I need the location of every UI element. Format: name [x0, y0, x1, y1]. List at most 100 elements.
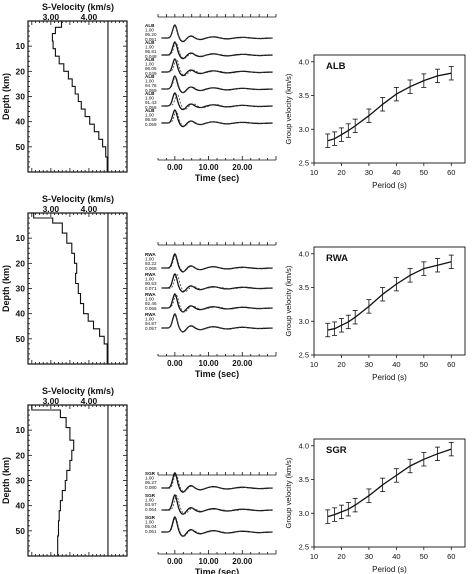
trace-label: 1.00: [145, 45, 154, 50]
x-tick-label: 10.00: [199, 163, 220, 172]
observed-trace: [161, 23, 273, 43]
velocity-profile-line: [33, 213, 108, 364]
trace-label: RWA: [145, 252, 156, 257]
error-bar: [380, 97, 386, 112]
observed-trace: [161, 292, 273, 313]
x-tick-label: 10: [310, 552, 318, 561]
y-tick-label: 3.5: [299, 283, 309, 292]
trace-label: 95.59: [145, 117, 157, 122]
trace-label: RWA: [145, 292, 156, 297]
x-tick-label: 50: [420, 168, 428, 177]
y-tick-label: 20: [16, 258, 26, 268]
profile-title: S-Velocity (km/s): [42, 386, 114, 396]
x-tick-label: 30: [365, 360, 373, 369]
y-tick-label: 30: [16, 476, 26, 486]
x-tick-label: 20.00: [232, 359, 253, 368]
synthetic-trace: [161, 25, 273, 42]
y-axis-label: Depth (km): [1, 265, 11, 312]
error-bar: [380, 477, 386, 493]
error-bar: [338, 127, 344, 142]
velocity-profile-panel: S-Velocity (km/s)3.00 4.00 10 20 30 40 50 Depth…: [1, 386, 128, 557]
error-bar: [393, 276, 399, 292]
trace-label: 90.53: [145, 281, 157, 286]
x-tick-label: 40: [392, 168, 400, 177]
trace-label: 95.20: [145, 32, 157, 37]
x-tick-label: 4.00: [81, 12, 98, 22]
y-axis-label: Group velocity (km/s): [284, 457, 293, 528]
x-axis-label: Time (sec): [195, 173, 239, 183]
error-bar: [332, 321, 338, 336]
error-bar: [366, 108, 372, 123]
x-axis-label: Period (s): [372, 373, 407, 382]
trace-label: 0.059: [145, 122, 157, 127]
trace-label: 0.048: [145, 54, 157, 59]
trace-label: 96.05: [145, 66, 157, 71]
x-tick-label: 60: [447, 360, 455, 369]
x-axis-label: Period (s): [372, 565, 407, 574]
x-tick-label: 20: [337, 552, 345, 561]
y-tick-label: 50: [16, 526, 26, 536]
y-tick-label: 3.5: [299, 91, 309, 100]
error-bar: [435, 258, 441, 273]
synthetic-trace: [161, 110, 273, 127]
synthetic-trace: [161, 58, 273, 77]
trace-label: 1.00: [145, 62, 154, 67]
trace-label: ALB: [145, 74, 155, 79]
profile-title: S-Velocity (km/s): [42, 2, 114, 12]
y-tick-label: 3.0: [299, 317, 309, 326]
y-tick-label: 20: [16, 66, 26, 76]
error-bar: [393, 468, 399, 483]
dispersion-frame: [313, 54, 466, 164]
error-bar: [345, 123, 351, 138]
error-bar: [345, 314, 351, 330]
trace-label: 0.058: [145, 105, 157, 110]
error-bar: [366, 488, 372, 503]
velocity-profile-panel: S-Velocity (km/s)3.00 4.00 10 20 30 40 50 Depth…: [1, 194, 128, 365]
synthetic-trace: [161, 76, 273, 94]
trace-label: SGR: [145, 471, 156, 476]
waveform-panel: ALB1.0095.200.051ALB1.0095.810.048ALB1.0…: [145, 14, 277, 183]
waveform-panel: RWA1.0093.220.068RWA1.0090.530.071RWA1.0…: [145, 242, 277, 379]
y-tick-label: 40: [16, 309, 26, 319]
x-tick-label: 3.00: [43, 12, 60, 22]
observed-trace: [161, 91, 273, 111]
x-axis-label: Time (sec): [195, 369, 239, 379]
x-tick-label: 30: [365, 168, 373, 177]
error-bar: [338, 504, 344, 520]
y-axis-label: Group velocity (km/s): [284, 265, 293, 336]
error-bar: [380, 287, 386, 302]
error-bar: [352, 118, 358, 134]
x-tick-label: 3.00: [43, 204, 60, 214]
trace-label: 0.064: [145, 507, 157, 512]
y-tick-label: 50: [16, 334, 26, 344]
velocity-profile-line: [51, 21, 108, 172]
y-tick-label: 10: [16, 41, 26, 51]
error-bar: [421, 452, 427, 467]
error-bar: [332, 507, 338, 522]
y-tick-label: 3.0: [299, 125, 309, 134]
observed-trace: [161, 40, 273, 60]
error-bar: [435, 446, 441, 462]
y-axis-label: Depth (km): [1, 457, 11, 504]
synthetic-trace: [161, 274, 273, 293]
trace-label: 1.00: [145, 277, 154, 282]
station-label: RWA: [326, 253, 348, 264]
error-bar: [407, 79, 413, 94]
trace-label: 95.04: [145, 524, 157, 529]
error-bar: [325, 322, 331, 338]
velocity-profile-line: [31, 405, 75, 556]
y-tick-label: 40: [16, 501, 26, 511]
x-tick-label: 20.00: [232, 557, 253, 566]
observed-trace: [161, 312, 273, 333]
y-tick-label: 40: [16, 117, 26, 127]
error-bar: [345, 502, 351, 517]
trace-label: ALB: [145, 57, 155, 62]
trace-label: 94.87: [145, 321, 157, 326]
synthetic-trace: [161, 516, 273, 537]
trace-label: 1.00: [145, 257, 154, 262]
x-tick-label: 0.00: [167, 359, 183, 368]
trace-label: 1.00: [145, 113, 154, 118]
trace-label: ALB: [145, 23, 155, 28]
error-bar: [407, 458, 413, 474]
profile-frame: [27, 404, 128, 557]
